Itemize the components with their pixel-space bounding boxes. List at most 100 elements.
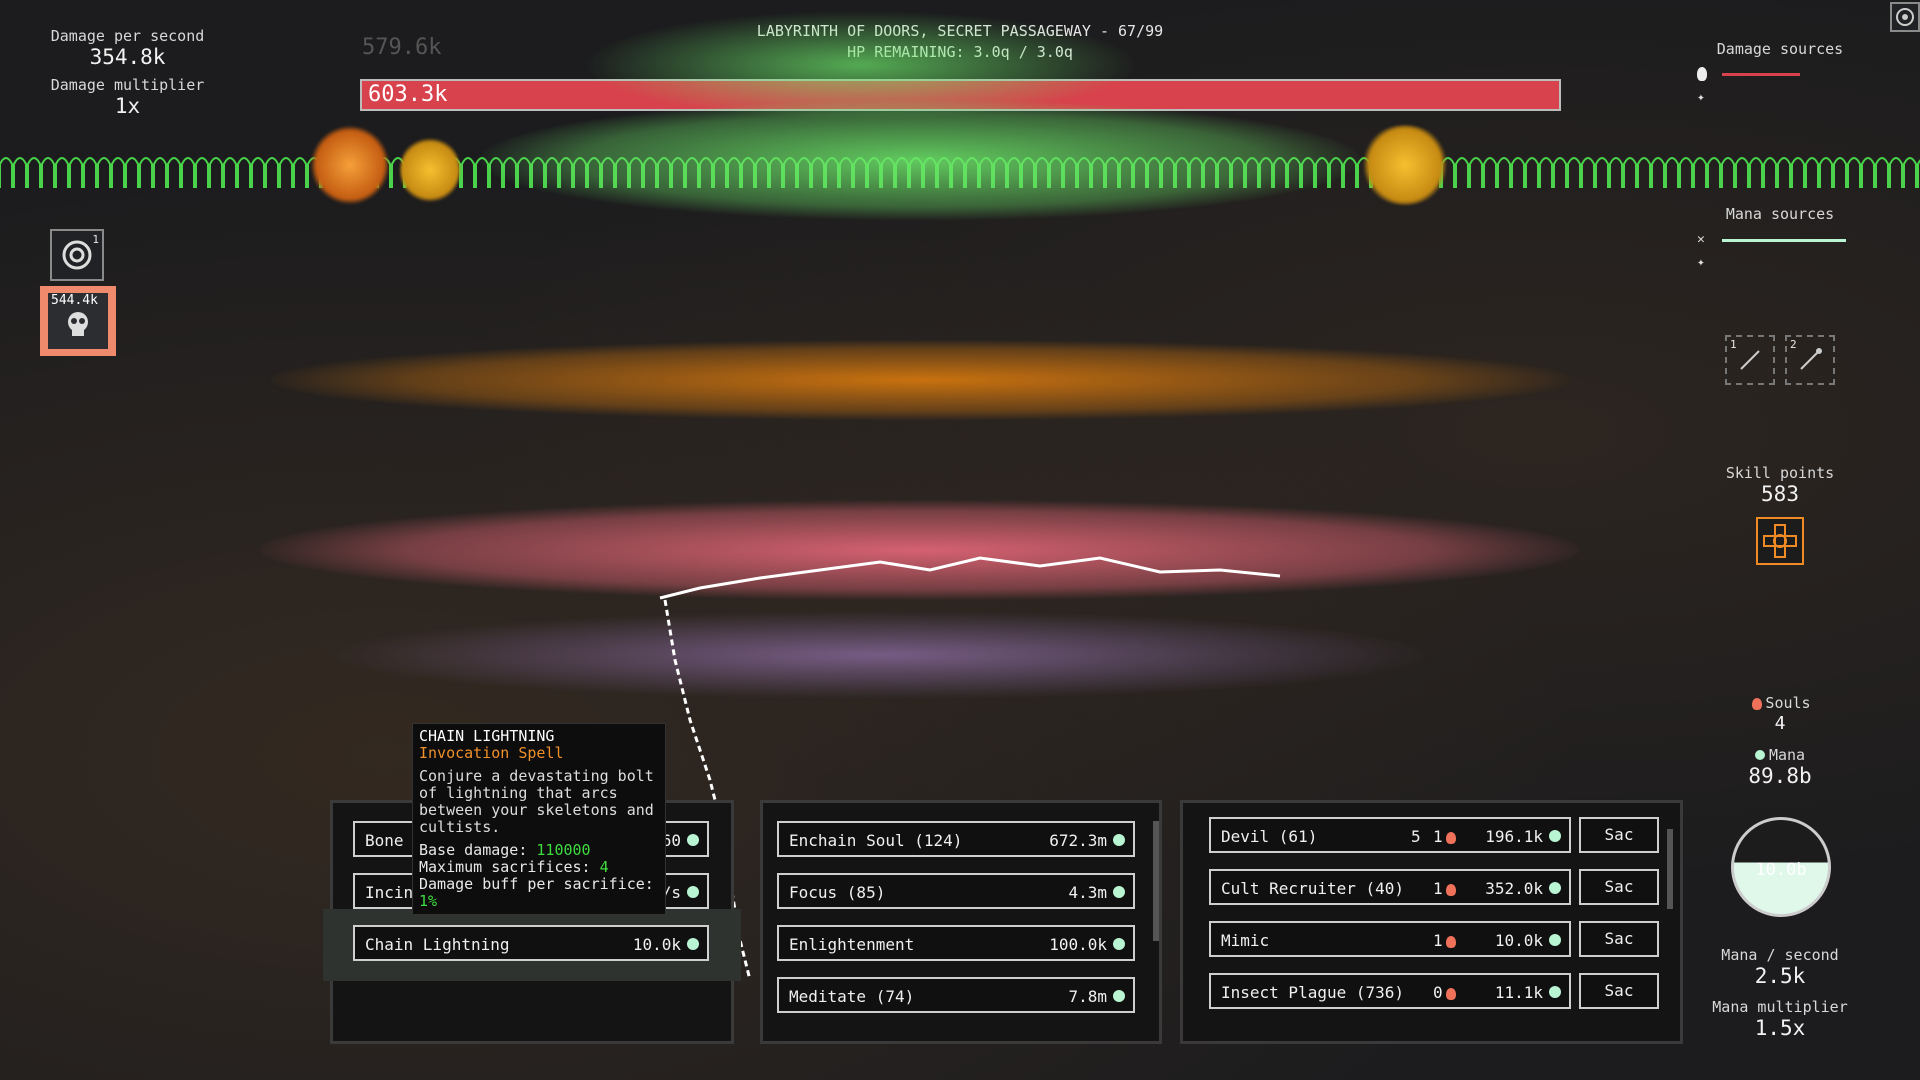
chain-lightning-tooltip: CHAIN LIGHTNING Invocation Spell Conjure… — [412, 723, 666, 915]
ring-buff-badge: 1 — [92, 233, 99, 246]
skull-buff-button[interactable]: 544.4k — [40, 286, 116, 356]
minion-insect-plague-souls: 0 — [1433, 975, 1459, 1011]
minion-insect-plague[interactable]: Insect Plague (736) 0 11.1k — [1209, 973, 1571, 1009]
upgrade-enlightenment-cost: 100.0k — [1049, 935, 1107, 954]
souls-label-text: Souls — [1765, 694, 1811, 712]
wand-icon — [1800, 348, 1822, 370]
souls-value: 4 — [1774, 713, 1786, 734]
upgrade-focus-cost: 4.3m — [1068, 883, 1107, 902]
minion-devil-cost: 196.1k — [1485, 827, 1543, 846]
spell-incinerate-label: Incine — [365, 883, 423, 902]
mana-gem-icon — [687, 938, 699, 950]
mana-label: Mana — [1700, 746, 1860, 764]
tooltip-damage-buff: Damage buff per sacrifice: 1% — [419, 875, 654, 910]
minion-cult-recruiter-souls: 1 — [1433, 871, 1459, 907]
upgrade-enchain-soul[interactable]: Enchain Soul (124) 672.3m — [777, 821, 1135, 857]
minion-devil-count: 5 — [1411, 827, 1421, 846]
mana-gem-icon — [1549, 882, 1561, 894]
tooltip-base-damage: Base damage: 110000 — [419, 841, 591, 859]
sac-insect-plague-button[interactable]: Sac — [1579, 973, 1659, 1009]
sac-devil-button[interactable]: Sac — [1579, 817, 1659, 853]
mana-gem-icon — [1113, 886, 1125, 898]
souls-label: Souls — [1700, 694, 1860, 712]
tooltip-description: Conjure a devastating bolt of lightning … — [419, 767, 654, 836]
ring-buff-button[interactable]: 1 — [50, 229, 104, 281]
sac-mimic-button[interactable]: Sac — [1579, 921, 1659, 957]
soul-icon — [1445, 883, 1456, 896]
minion-mimic[interactable]: Mimic 1 10.0k — [1209, 921, 1571, 957]
battlefield — [260, 10, 1640, 981]
skull-icon — [68, 312, 88, 336]
skeleton-source-icon: ✦ — [1697, 90, 1705, 105]
settings-emblem-button[interactable] — [1890, 2, 1920, 32]
minion-insect-plague-cost: 11.1k — [1494, 983, 1543, 1002]
minion-devil-label: Devil (61) — [1221, 827, 1318, 846]
mana-gem-icon — [687, 886, 699, 898]
upgrade-enchain-soul-label: Enchain Soul (124) — [789, 831, 963, 850]
damage-sources-label: Damage sources — [1716, 40, 1844, 58]
purple-enemy-band — [320, 610, 1440, 700]
emblem-icon — [1896, 8, 1914, 26]
skill-tree-button[interactable] — [1756, 517, 1804, 565]
mana-label-text: Mana — [1768, 746, 1806, 764]
upgrade-focus-label: Focus (85) — [789, 883, 886, 902]
tooltip-title: CHAIN LIGHTNING — [419, 727, 555, 745]
minion-mimic-label: Mimic — [1221, 931, 1270, 950]
soul-icon — [1445, 987, 1456, 1000]
minion-mimic-souls: 1 — [1433, 923, 1459, 959]
tooltip-subtitle: Invocation Spell — [419, 744, 564, 762]
mana-multiplier-label: Mana multiplier — [1712, 998, 1848, 1016]
orange-enemy-band — [270, 340, 1570, 420]
green-swarm-upper — [580, 10, 1140, 120]
damage-multiplier-label: Damage multiplier — [50, 76, 205, 94]
cultist-source-icon: ✦ — [1697, 255, 1705, 270]
upgrade-focus[interactable]: Focus (85) 4.3m — [777, 873, 1135, 909]
sword-icon — [1740, 350, 1760, 370]
mana-value: 89.8b — [1748, 764, 1812, 788]
sac-cult-recruiter-button[interactable]: Sac — [1579, 869, 1659, 905]
minions-scrollbar[interactable] — [1667, 829, 1673, 909]
weapon-slot-1[interactable]: 1 — [1725, 335, 1775, 385]
spell-bone-label: Bone — [365, 831, 404, 850]
weapon-slot-2[interactable]: 2 — [1785, 335, 1835, 385]
mana-source-bar — [1722, 239, 1846, 242]
minion-cult-recruiter[interactable]: Cult Recruiter (40) 1 352.0k — [1209, 869, 1571, 905]
upgrade-enlightenment[interactable]: Enlightenment 100.0k — [777, 925, 1135, 961]
mana-gem-icon — [1549, 934, 1561, 946]
soul-icon — [1752, 697, 1763, 710]
upgrades-scrollbar[interactable] — [1153, 821, 1159, 941]
minion-mimic-cost: 10.0k — [1494, 931, 1543, 950]
upgrades-panel: Enchain Soul (124) 672.3m Focus (85) 4.3… — [760, 800, 1162, 1044]
spell-chain-lightning-cost: 10.0k — [632, 935, 681, 954]
upgrade-meditate-cost: 7.8m — [1068, 987, 1107, 1006]
upgrade-meditate[interactable]: Meditate (74) 7.8m — [777, 977, 1135, 1013]
minion-devil[interactable]: Devil (61) 5 1 196.1k — [1209, 817, 1571, 853]
minions-panel: Devil (61) 5 1 196.1k Sac Cult Recruiter… — [1180, 800, 1683, 1044]
skill-points-label: Skill points — [1725, 464, 1835, 482]
mana-gem-icon — [1113, 834, 1125, 846]
mana-sources-label: Mana sources — [1725, 205, 1835, 223]
boss-hp-bar-value: 603.3k — [368, 82, 448, 107]
ghost-damage-number: 579.6k — [362, 35, 442, 60]
chain-lightning-bolt — [659, 556, 1281, 981]
dps-label: Damage per second — [50, 27, 205, 45]
mana-multiplier-value: 1.5x — [1754, 1016, 1806, 1040]
fire-cluster-left — [310, 125, 390, 205]
spell-bone-cost: 60 — [661, 831, 681, 850]
flame-source-icon — [1697, 67, 1707, 81]
damage-source-bar — [1722, 73, 1800, 76]
spell-chain-lightning[interactable]: Chain Lightning 10.0k — [353, 925, 709, 961]
dps-value: 354.8k — [89, 45, 166, 69]
upgrade-meditate-label: Meditate (74) — [789, 987, 915, 1006]
mana-gem-icon — [1754, 750, 1765, 760]
fire-cluster-right — [1360, 125, 1450, 205]
mana-gem-icon — [1113, 938, 1125, 950]
mana-gem-icon — [687, 834, 699, 846]
skill-tree-icon — [1763, 524, 1797, 558]
mana-per-second-label: Mana / second — [1721, 946, 1839, 964]
soul-icon — [1445, 935, 1456, 948]
weapon-slot-2-number: 2 — [1790, 338, 1797, 351]
fire-cluster-mid-left — [400, 135, 460, 205]
minion-cult-recruiter-label: Cult Recruiter (40) — [1221, 879, 1405, 898]
tooltip-max-sacrifices: Maximum sacrifices: 4 — [419, 858, 609, 876]
